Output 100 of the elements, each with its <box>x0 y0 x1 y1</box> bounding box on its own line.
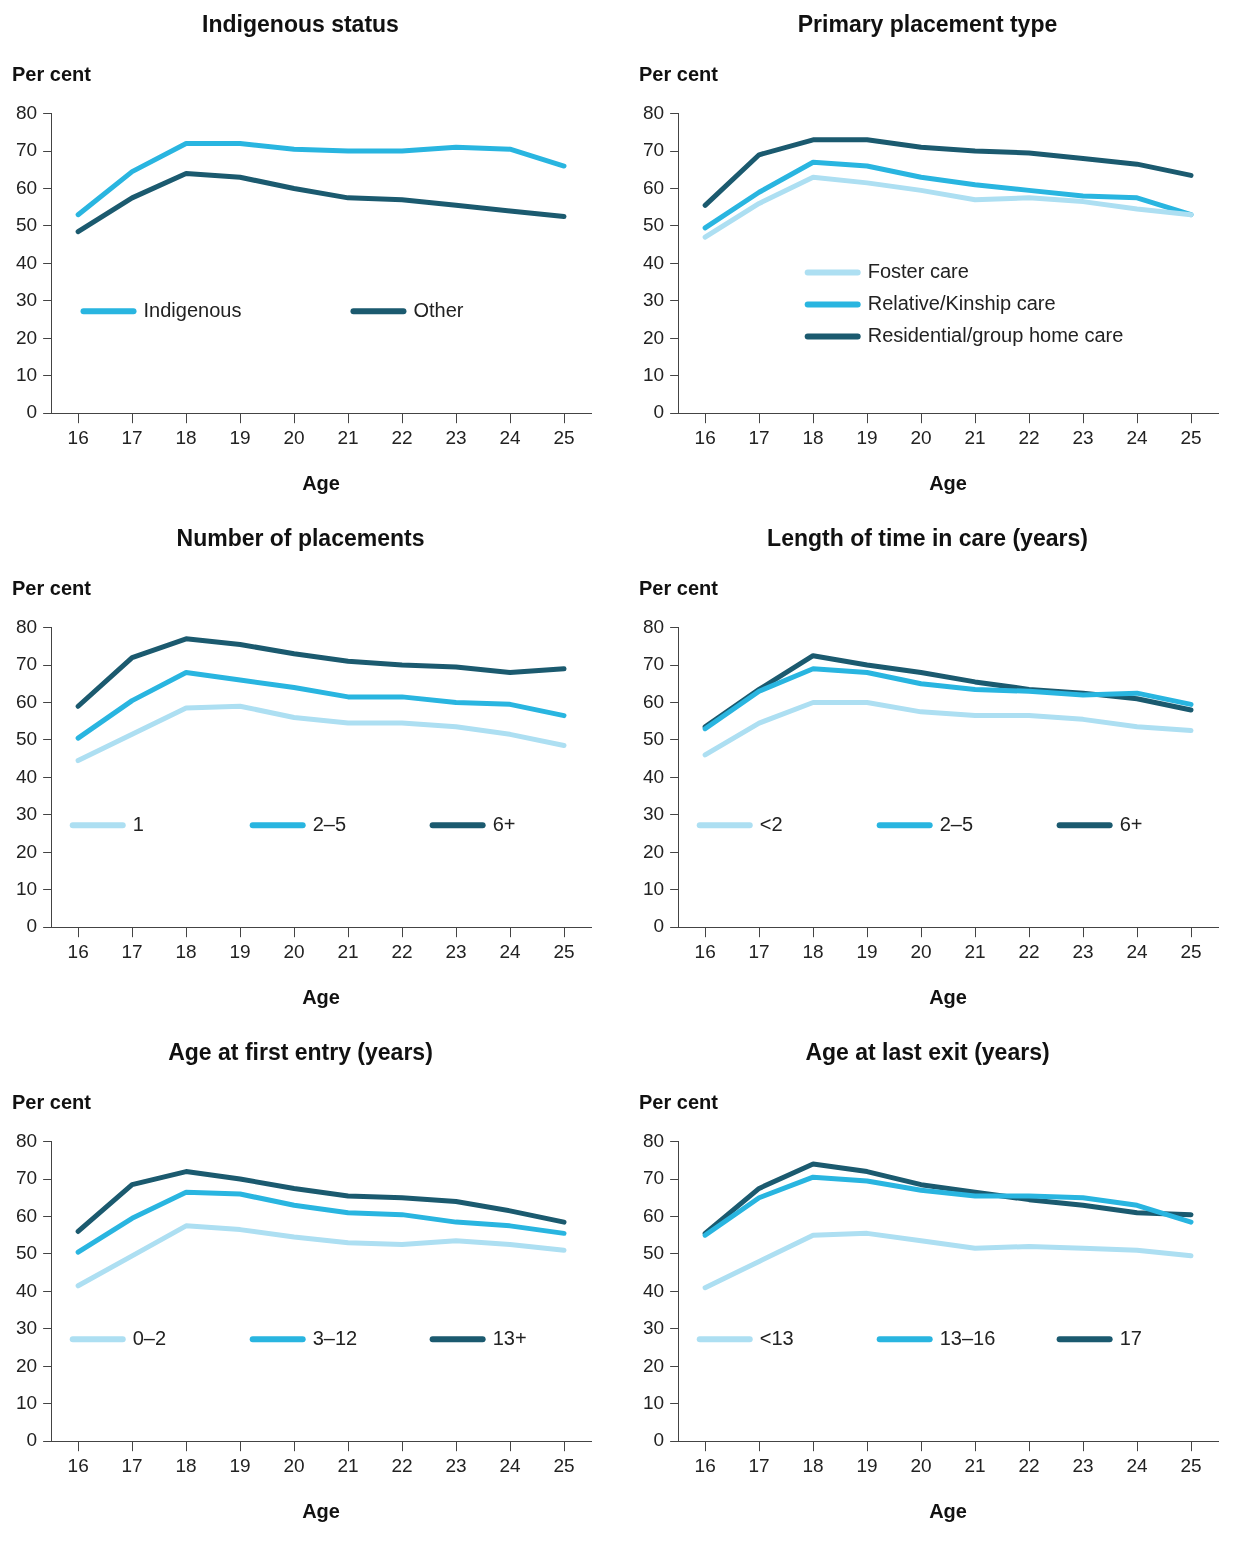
y-tick-label: 60 <box>642 176 665 198</box>
y-tick-label: 80 <box>15 101 38 123</box>
x-tick-label: 21 <box>964 426 986 448</box>
x-tick-label: 19 <box>229 940 251 962</box>
x-tick-label: 22 <box>1018 940 1040 962</box>
y-tick-label: 80 <box>15 1129 38 1151</box>
x-tick-label: 18 <box>802 426 824 448</box>
y-tick-label: 30 <box>15 289 38 311</box>
y-tick-label: 80 <box>642 615 665 637</box>
x-tick-label: 24 <box>499 426 522 448</box>
x-tick-label: 22 <box>391 940 413 962</box>
legend-label: 2–5 <box>939 812 974 835</box>
x-tick-label: 16 <box>694 426 716 448</box>
x-axis-title: Age <box>302 1499 340 1522</box>
y-tick-label: 70 <box>15 653 38 675</box>
y-tick-label: 20 <box>15 840 38 862</box>
legend-label: 13–16 <box>939 1326 996 1349</box>
y-tick-label: 70 <box>15 1167 38 1189</box>
x-tick-label: 21 <box>964 1454 986 1476</box>
y-tick-label: 50 <box>642 214 665 236</box>
y-tick-label: 50 <box>15 1242 38 1264</box>
x-axis-title: Age <box>929 471 967 494</box>
chart-title: Number of placements <box>176 525 425 552</box>
y-tick-label: 30 <box>642 803 665 825</box>
x-tick-label: 20 <box>283 940 305 962</box>
y-tick-label: 20 <box>15 326 38 348</box>
x-tick-label: 17 <box>121 426 143 448</box>
x-tick-label: 25 <box>1180 940 1202 962</box>
y-tick-label: 30 <box>15 803 38 825</box>
y-tick-label: 20 <box>15 1354 38 1376</box>
y-tick-label: 10 <box>642 1391 665 1413</box>
x-tick-label: 20 <box>283 1454 305 1476</box>
x-tick-label: 19 <box>856 940 878 962</box>
y-axis-title: Per cent <box>12 63 92 86</box>
x-tick-label: 17 <box>121 1454 143 1476</box>
x-tick-label: 24 <box>499 940 522 962</box>
y-tick-label: 80 <box>15 615 38 637</box>
x-axis-title: Age <box>929 985 967 1008</box>
y-axis-title: Per cent <box>12 1091 92 1114</box>
y-tick-label: 0 <box>26 401 38 423</box>
y-tick-label: 10 <box>15 1391 38 1413</box>
x-axis-title: Age <box>302 471 340 494</box>
legend-label: 6+ <box>1119 812 1143 835</box>
x-tick-label: 17 <box>121 940 143 962</box>
x-tick-label: 18 <box>175 1454 197 1476</box>
legend-label: Other <box>413 298 464 321</box>
x-tick-label: 20 <box>910 1454 932 1476</box>
y-tick-label: 70 <box>642 653 665 675</box>
y-tick-label: 10 <box>642 363 665 385</box>
y-tick-label: 50 <box>15 214 38 236</box>
y-tick-label: 20 <box>642 326 665 348</box>
y-tick-label: 10 <box>15 877 38 899</box>
x-axis-title: Age <box>302 985 340 1008</box>
x-tick-label: 24 <box>499 1454 522 1476</box>
x-tick-label: 17 <box>748 1454 770 1476</box>
x-tick-label: 25 <box>553 1454 575 1476</box>
x-tick-label: 22 <box>391 426 413 448</box>
x-tick-label: 19 <box>229 426 251 448</box>
x-tick-label: 25 <box>1180 1454 1202 1476</box>
legend-label: 1 <box>132 812 144 835</box>
y-tick-label: 60 <box>642 1204 665 1226</box>
y-tick-label: 60 <box>15 1204 38 1226</box>
y-tick-label: 60 <box>642 690 665 712</box>
legend-label: 6+ <box>492 812 516 835</box>
x-tick-label: 24 <box>1126 940 1149 962</box>
x-tick-label: 16 <box>694 940 716 962</box>
legend-label: Indigenous <box>143 298 242 321</box>
y-tick-label: 0 <box>653 915 665 937</box>
x-tick-label: 24 <box>1126 1454 1149 1476</box>
y-tick-label: 60 <box>15 690 38 712</box>
y-tick-label: 30 <box>642 1317 665 1339</box>
y-tick-label: 0 <box>26 915 38 937</box>
x-tick-label: 23 <box>1072 940 1094 962</box>
legend-label: 17 <box>1119 1326 1142 1349</box>
x-tick-label: 23 <box>445 940 467 962</box>
legend-label: <2 <box>759 812 783 835</box>
x-tick-label: 25 <box>1180 426 1202 448</box>
legend-label: <13 <box>759 1326 794 1349</box>
x-tick-label: 18 <box>175 940 197 962</box>
y-tick-label: 40 <box>15 765 38 787</box>
y-tick-label: 0 <box>653 1429 665 1451</box>
x-tick-label: 21 <box>337 426 359 448</box>
x-tick-label: 23 <box>445 426 467 448</box>
y-tick-label: 80 <box>642 1129 665 1151</box>
y-tick-label: 20 <box>642 1354 665 1376</box>
x-tick-label: 19 <box>856 1454 878 1476</box>
x-tick-label: 20 <box>283 426 305 448</box>
x-tick-label: 22 <box>391 1454 413 1476</box>
y-axis-title: Per cent <box>12 577 92 600</box>
y-tick-label: 0 <box>653 401 665 423</box>
chart-title: Age at first entry (years) <box>168 1039 433 1066</box>
y-tick-label: 50 <box>642 1242 665 1264</box>
x-tick-label: 21 <box>337 940 359 962</box>
x-tick-label: 24 <box>1126 426 1149 448</box>
x-tick-label: 16 <box>67 1454 89 1476</box>
y-tick-label: 0 <box>26 1429 38 1451</box>
x-tick-label: 20 <box>910 426 932 448</box>
chart-title: Age at last exit (years) <box>805 1039 1050 1066</box>
y-axis-title: Per cent <box>639 63 719 86</box>
x-tick-label: 18 <box>175 426 197 448</box>
